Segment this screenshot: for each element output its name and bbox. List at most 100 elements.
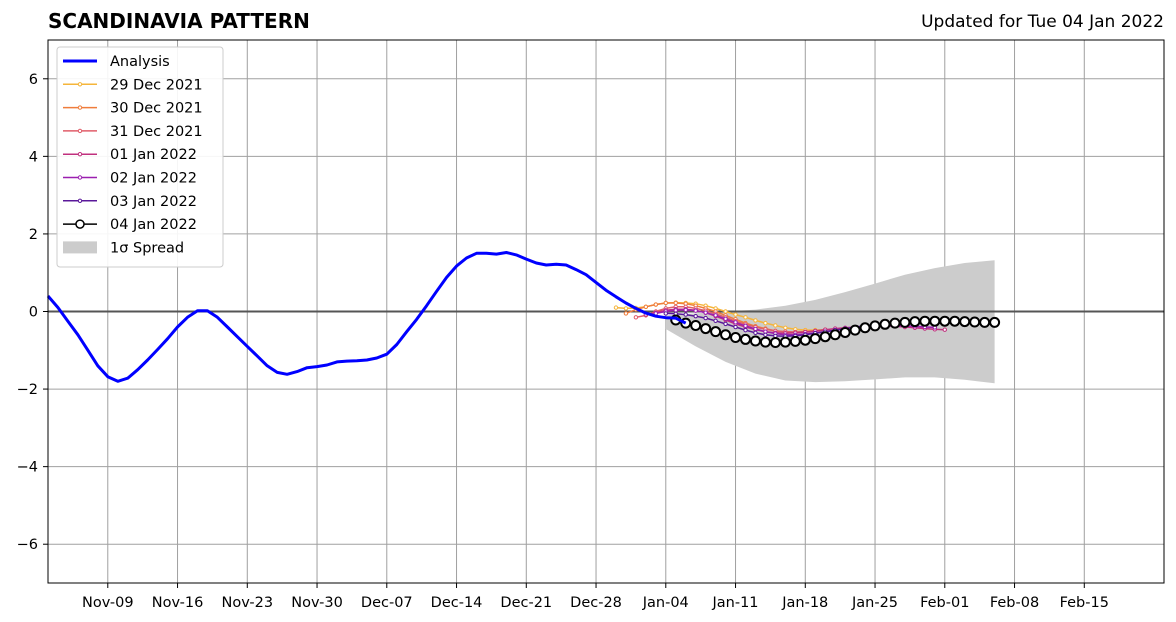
forecast-point [859, 322, 871, 334]
x-tick-label: Dec-14 [431, 595, 483, 611]
legend-marker [77, 198, 83, 204]
forecast-point [979, 316, 991, 328]
forecast-point [769, 337, 781, 349]
forecast-point [839, 326, 851, 338]
forecast-point [733, 312, 738, 317]
legend-marker [75, 219, 85, 229]
forecast-point [959, 316, 971, 328]
forecast-point [753, 318, 758, 323]
legend-label: 1σ Spread [110, 240, 184, 256]
forecast-point [663, 311, 668, 316]
forecast-point [623, 311, 629, 316]
forecast-point [989, 316, 1001, 328]
plot-frame [47, 39, 1165, 584]
y-tick-label: −6 [17, 537, 38, 553]
forecast-point [740, 333, 751, 345]
x-tick-label: Jan-18 [781, 595, 828, 611]
legend: Analysis 29 Dec 2021 30 Dec 2021 31 Dec 202… [56, 46, 224, 268]
forecast-point [849, 324, 861, 336]
forecast-point [879, 318, 891, 330]
forecast-point [763, 332, 768, 337]
legend-marker [77, 82, 83, 87]
x-tick-label: Dec-21 [500, 595, 552, 611]
forecast-point [690, 319, 702, 331]
forecast-point [733, 324, 738, 330]
forecast-point [713, 318, 718, 324]
forecast-point [899, 316, 911, 328]
x-tick-label: Nov-09 [82, 595, 134, 611]
forecast-point [789, 335, 801, 347]
forecast-point [710, 326, 722, 338]
forecast-point [799, 334, 811, 346]
legend-marker [77, 175, 83, 180]
forecast-point [663, 300, 668, 306]
x-tick-label: Nov-23 [221, 595, 273, 611]
forecast-point [683, 307, 688, 313]
forecast-point [829, 329, 841, 341]
x-tick-label: Feb-01 [920, 595, 969, 611]
legend-label: 01 Jan 2022 [110, 147, 197, 163]
forecast-point [673, 308, 678, 313]
forecast-point [713, 313, 718, 318]
forecast-point [779, 336, 791, 348]
forecast-point [700, 323, 712, 335]
forecast-point [783, 325, 788, 330]
x-tick-label: Dec-28 [570, 595, 622, 611]
forecast-point [730, 331, 742, 343]
forecast-point [889, 317, 901, 329]
legend-label: 31 Dec 2021 [110, 124, 203, 140]
forecast-point [809, 333, 821, 345]
forecast-point [969, 316, 981, 328]
legend-label: 30 Dec 2021 [110, 101, 203, 117]
x-tick-label: Nov-30 [291, 595, 343, 611]
forecast-point [673, 300, 678, 306]
forecast-point [623, 306, 629, 311]
forecast-point [723, 321, 728, 327]
x-tick-label: Dec-07 [361, 595, 413, 611]
forecast-point [613, 305, 619, 310]
forecast-point [763, 320, 768, 326]
forecast-point [929, 315, 941, 327]
legend-label: 03 Jan 2022 [110, 194, 197, 210]
forecast-point [759, 336, 771, 348]
x-tick-label: Feb-08 [990, 595, 1039, 611]
forecast-point [753, 330, 758, 336]
forecast-point [753, 326, 758, 332]
legend-label: 29 Dec 2021 [110, 77, 203, 93]
x-tick-label: Jan-11 [712, 595, 759, 611]
x-tick-label: Feb-15 [1060, 595, 1109, 611]
forecast-point [723, 316, 728, 322]
forecast-point [653, 302, 659, 307]
legend-label: Analysis [110, 54, 170, 70]
forecast-point [703, 310, 708, 315]
y-tick-label: 2 [29, 227, 38, 243]
x-tick-label: Jan-04 [642, 595, 689, 611]
legend-label: 04 Jan 2022 [110, 217, 197, 233]
axis-layer: Nov-09 Nov-16 Nov-23 Nov-30 Dec-07 Dec-14 Dec-… [17, 72, 1109, 611]
legend-label: 02 Jan 2022 [110, 171, 197, 187]
forecast-point [773, 323, 778, 328]
forecast-point [743, 327, 748, 333]
forecast-point [743, 315, 748, 320]
forecast-point [743, 323, 748, 329]
updated-label: Updated for Tue 04 Jan 2022 [921, 12, 1164, 32]
forecast-point [683, 312, 688, 317]
forecast-point [942, 327, 947, 332]
y-tick-label: 4 [29, 149, 38, 165]
forecast-point [949, 315, 961, 327]
forecast-point [643, 304, 649, 310]
chart-title: SCANDINAVIA PATTERN [48, 9, 310, 33]
legend-box [56, 46, 224, 268]
y-tick-label: 6 [29, 72, 38, 88]
forecast-point [633, 315, 639, 320]
forecast-point [723, 309, 728, 314]
legend-marker [77, 152, 83, 157]
analysis-line [46, 251, 687, 383]
x-tick-label: Jan-25 [851, 595, 898, 611]
forecast-point [919, 315, 931, 327]
forecast-point [703, 315, 708, 321]
forecast-point [869, 320, 881, 332]
spread-layer [665, 260, 995, 384]
forecast-point [693, 308, 698, 313]
forecast-point [733, 320, 738, 325]
